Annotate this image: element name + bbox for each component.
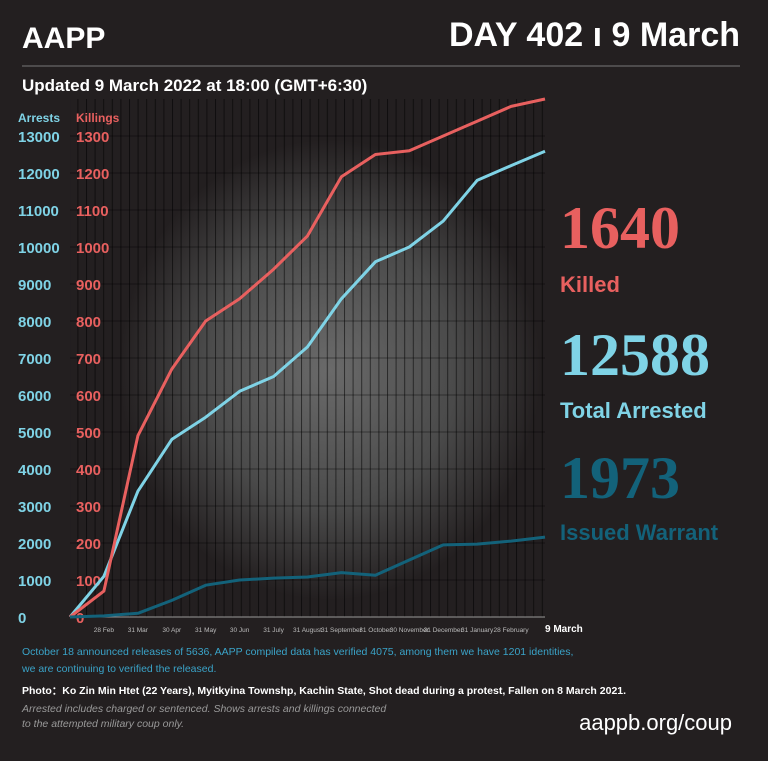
y-tick-label: 12000 — [18, 166, 60, 183]
photo-caption: Photo：Ko Zin Min Htet (22 Years), Myitky… — [22, 685, 626, 697]
y-tick-label: 0 — [18, 610, 26, 627]
y2-tick-label: 0 — [76, 610, 84, 627]
x-tick-label: 31 September — [321, 627, 363, 634]
stat-number: 1973 — [560, 445, 680, 511]
y-tick-label: 2000 — [18, 536, 51, 553]
y2-tick-label: 900 — [76, 277, 101, 294]
y-tick-label: 5000 — [18, 425, 51, 442]
stat-label: Total Arrested — [560, 398, 707, 423]
disclaimer: Arrested includes charged or sentenced. … — [21, 703, 387, 715]
y2-tick-label: 1100 — [76, 203, 109, 220]
y2-axis-label: Killings — [76, 111, 120, 125]
y-tick-label: 13000 — [18, 129, 60, 146]
y2-tick-label: 100 — [76, 573, 101, 590]
series-line — [69, 97, 546, 619]
x-tick-label: 31 January — [461, 627, 494, 634]
x-tick-label: 31 Mar — [128, 627, 149, 634]
url: aappb.org/coup — [579, 710, 732, 735]
logo: AAPP — [22, 22, 105, 55]
y-tick-label: 9000 — [18, 277, 51, 294]
x-tick-label: 31 July — [263, 627, 284, 634]
stat-number: 12588 — [560, 322, 710, 388]
y2-tick-label: 1000 — [76, 240, 109, 257]
stat-label: Issued Warrant — [560, 520, 719, 545]
x-tick-label: 9 March — [545, 624, 583, 635]
x-tick-label: 31 December — [424, 627, 464, 634]
y2-tick-label: 500 — [76, 425, 101, 442]
x-tick-label: 31 October — [359, 627, 392, 634]
series-line — [69, 535, 546, 619]
x-tick-label: 31 May — [195, 627, 217, 634]
y2-tick-label: 1300 — [76, 129, 109, 146]
x-tick-label: 30 November — [390, 627, 430, 634]
y-tick-label: 11000 — [18, 203, 59, 220]
stat-number: 1640 — [560, 195, 680, 261]
updated: Updated 9 March 2022 at 18:00 (GMT+6:30) — [22, 76, 367, 95]
week-grid — [70, 99, 545, 617]
y2-tick-label: 1200 — [76, 166, 109, 183]
x-tick-label: 30 Jun — [230, 627, 250, 634]
y-tick-label: 10000 — [18, 240, 60, 257]
y-tick-label: 6000 — [18, 388, 51, 405]
series-line — [68, 149, 546, 618]
disclaimer: to the attempted military coup only. — [22, 718, 184, 730]
x-tick-label: 28 February — [494, 627, 530, 634]
y-axis-label: Arrests — [18, 111, 60, 125]
y-tick-label: 1000 — [18, 573, 51, 590]
y-tick-label: 7000 — [18, 351, 51, 368]
y2-tick-label: 700 — [76, 351, 101, 368]
y-tick-label: 8000 — [18, 314, 51, 331]
note: we are continuing to verified the releas… — [21, 663, 216, 675]
x-tick-label: 28 Feb — [94, 627, 115, 634]
y-tick-label: 4000 — [18, 462, 51, 479]
note: October 18 announced releases of 5636, A… — [22, 646, 573, 658]
y2-tick-label: 400 — [76, 462, 101, 479]
y2-tick-label: 800 — [76, 314, 101, 331]
x-tick-label: 30 Apr — [162, 627, 182, 634]
day: DAY 402 ı 9 March — [449, 16, 740, 54]
y2-tick-label: 200 — [76, 536, 101, 553]
y2-tick-label: 600 — [76, 388, 101, 405]
y2-tick-label: 300 — [76, 499, 101, 516]
stat-label: Killed — [560, 272, 620, 297]
x-tick-label: 31 August — [293, 627, 322, 634]
y-tick-label: 3000 — [18, 499, 51, 516]
